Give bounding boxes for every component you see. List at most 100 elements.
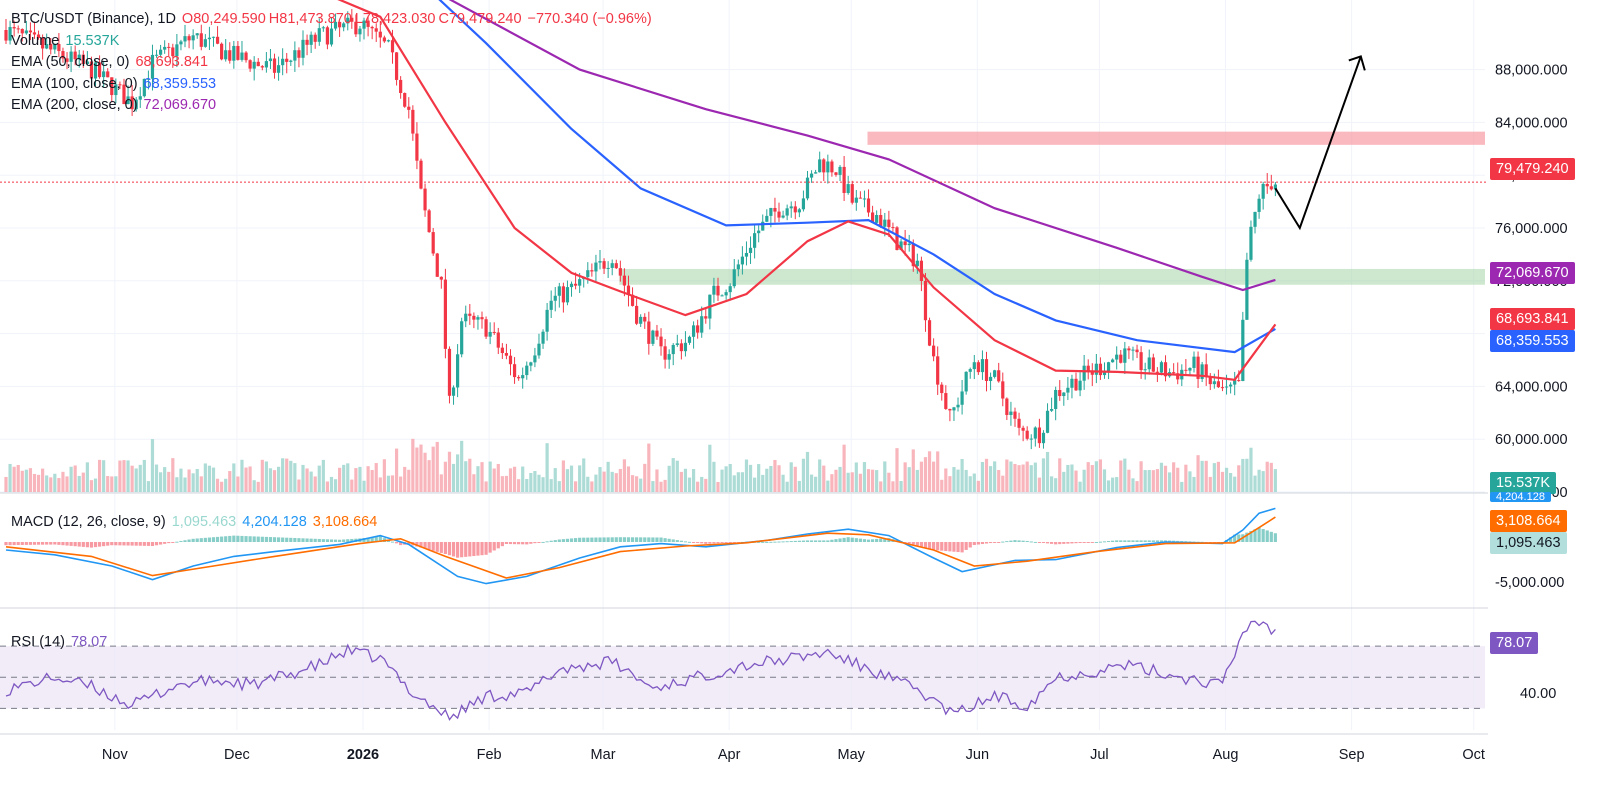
candle[interactable] bbox=[952, 407, 956, 411]
candle[interactable] bbox=[1147, 357, 1151, 370]
candle[interactable] bbox=[545, 309, 549, 332]
candle[interactable] bbox=[993, 370, 997, 377]
candle[interactable] bbox=[594, 262, 598, 272]
candle[interactable] bbox=[561, 286, 565, 303]
candle[interactable] bbox=[793, 206, 797, 213]
candle[interactable] bbox=[573, 283, 578, 286]
candle[interactable] bbox=[362, 20, 366, 29]
candle[interactable] bbox=[49, 44, 53, 50]
candle[interactable] bbox=[366, 20, 370, 27]
candle[interactable] bbox=[862, 198, 867, 200]
candle[interactable] bbox=[1106, 362, 1111, 372]
candle[interactable] bbox=[45, 44, 49, 49]
candle[interactable] bbox=[1269, 186, 1273, 190]
candle[interactable] bbox=[761, 221, 765, 231]
candle[interactable] bbox=[1163, 362, 1168, 377]
candle[interactable] bbox=[427, 210, 431, 233]
candle[interactable] bbox=[28, 30, 33, 33]
candle[interactable] bbox=[936, 356, 940, 385]
candle[interactable] bbox=[240, 52, 244, 60]
candle[interactable] bbox=[1261, 183, 1265, 199]
legend-ema50[interactable]: EMA (50, close, 0) 68,693.841 bbox=[11, 52, 214, 73]
candle[interactable] bbox=[281, 58, 285, 66]
candle[interactable] bbox=[24, 30, 28, 34]
candle[interactable] bbox=[712, 285, 716, 295]
candle[interactable] bbox=[525, 365, 529, 376]
candle[interactable] bbox=[1045, 410, 1050, 433]
candle[interactable] bbox=[272, 58, 277, 73]
candle[interactable] bbox=[1119, 354, 1123, 363]
candle[interactable] bbox=[370, 26, 374, 29]
candle[interactable] bbox=[390, 40, 395, 53]
candle[interactable] bbox=[289, 60, 293, 62]
candle[interactable] bbox=[1082, 365, 1086, 381]
candle[interactable] bbox=[773, 207, 777, 212]
candle[interactable] bbox=[1094, 363, 1098, 375]
candle[interactable] bbox=[224, 50, 228, 60]
candle[interactable] bbox=[313, 34, 317, 42]
candle[interactable] bbox=[110, 77, 114, 96]
candle[interactable] bbox=[891, 227, 895, 229]
candle[interactable] bbox=[1115, 354, 1119, 360]
price-axis[interactable]: 56,000.00060,000.00064,000.00068,000.000… bbox=[1488, 0, 1600, 792]
candle[interactable] bbox=[870, 212, 875, 223]
candle[interactable] bbox=[968, 369, 972, 372]
candle[interactable] bbox=[399, 79, 403, 94]
candle[interactable] bbox=[443, 279, 447, 349]
candle[interactable] bbox=[41, 37, 45, 49]
candle[interactable] bbox=[476, 317, 480, 320]
candle[interactable] bbox=[997, 370, 1001, 382]
candle[interactable] bbox=[622, 275, 627, 286]
candle[interactable] bbox=[325, 27, 330, 45]
candle[interactable] bbox=[1041, 432, 1046, 444]
candle[interactable] bbox=[1143, 369, 1147, 371]
candle[interactable] bbox=[439, 276, 443, 280]
candle[interactable] bbox=[114, 84, 118, 96]
candle[interactable] bbox=[960, 391, 964, 405]
candle[interactable] bbox=[769, 207, 773, 216]
candle[interactable] bbox=[805, 177, 810, 199]
candle[interactable] bbox=[167, 46, 171, 48]
candle[interactable] bbox=[1151, 357, 1155, 372]
candle[interactable] bbox=[728, 286, 732, 293]
candle[interactable] bbox=[191, 35, 195, 41]
candle[interactable] bbox=[419, 160, 423, 189]
candle[interactable] bbox=[512, 364, 517, 378]
candle[interactable] bbox=[704, 316, 708, 319]
candle[interactable] bbox=[268, 58, 273, 62]
candle[interactable] bbox=[4, 30, 8, 41]
candle[interactable] bbox=[1200, 364, 1204, 379]
legend-ema200[interactable]: EMA (200, close, 0) 72,069.670 bbox=[11, 95, 222, 116]
candle[interactable] bbox=[1017, 418, 1021, 428]
candle[interactable] bbox=[1241, 319, 1245, 381]
candle[interactable] bbox=[1050, 408, 1054, 411]
candle[interactable] bbox=[907, 243, 911, 246]
candle[interactable] bbox=[154, 54, 159, 56]
candle[interactable] bbox=[797, 209, 801, 213]
candle[interactable] bbox=[215, 36, 220, 44]
candle[interactable] bbox=[565, 287, 570, 303]
candle[interactable] bbox=[346, 17, 350, 24]
candle[interactable] bbox=[508, 355, 513, 365]
candle[interactable] bbox=[932, 345, 936, 357]
legend-volume[interactable]: Volume 15.537K bbox=[11, 31, 125, 52]
candle[interactable] bbox=[1025, 430, 1029, 439]
candle[interactable] bbox=[394, 52, 399, 80]
candle[interactable] bbox=[651, 330, 655, 344]
support-zone[interactable] bbox=[619, 268, 1485, 285]
candle[interactable] bbox=[948, 408, 952, 411]
candle[interactable] bbox=[655, 330, 659, 337]
candle[interactable] bbox=[691, 325, 696, 337]
candle[interactable] bbox=[77, 54, 81, 60]
candle[interactable] bbox=[610, 263, 614, 268]
candle[interactable] bbox=[211, 36, 216, 38]
candle[interactable] bbox=[207, 37, 212, 40]
candle[interactable] bbox=[500, 347, 504, 354]
candle[interactable] bbox=[1086, 365, 1090, 372]
candle[interactable] bbox=[8, 27, 12, 41]
candle[interactable] bbox=[785, 208, 789, 216]
candle[interactable] bbox=[1078, 380, 1082, 391]
candle[interactable] bbox=[317, 28, 321, 42]
candle[interactable] bbox=[1237, 380, 1241, 382]
candle[interactable] bbox=[183, 36, 187, 42]
